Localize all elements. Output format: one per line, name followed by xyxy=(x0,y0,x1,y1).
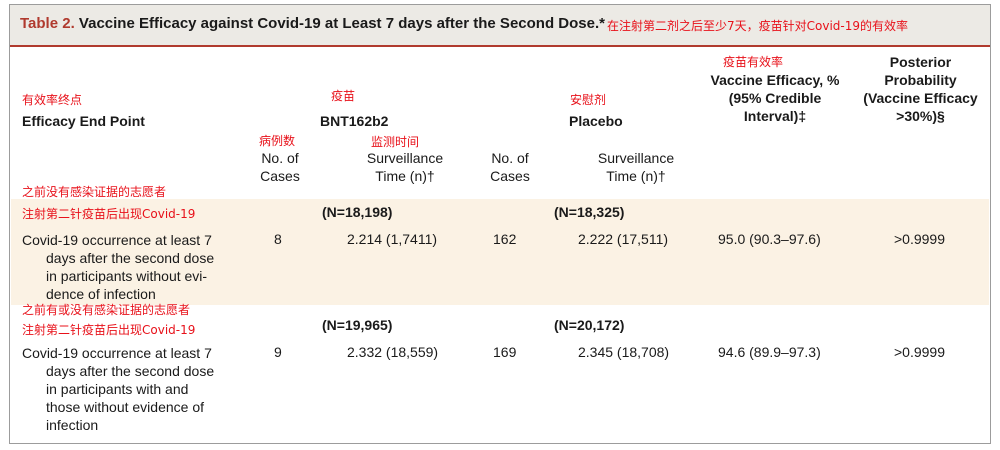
row-band-1 xyxy=(11,199,989,305)
header-placebo-cases: No. of Cases xyxy=(490,150,530,184)
efficacy-annotation: 疫苗有效率 xyxy=(723,55,784,69)
header-placebo-surveillance: Surveillance Time (n)† xyxy=(597,150,675,184)
header-placebo: Placebo xyxy=(569,113,623,129)
table-number: Table 2. xyxy=(20,15,75,32)
header-efficacy-end-point: Efficacy End Point xyxy=(22,113,145,129)
vaccine-annotation: 疫苗 xyxy=(331,89,356,103)
group1-posterior-probability: >0.9999 xyxy=(894,231,945,247)
header-vaccine-surveillance: Surveillance Time (n)† xyxy=(366,150,444,184)
group1-annotation-line2: 注射第二针疫苗后出现Covid-19 xyxy=(22,207,196,221)
group1-vaccine-n: (N=18,198) xyxy=(322,204,393,220)
group2-placebo-cases: 169 xyxy=(493,344,517,360)
group2-posterior-probability: >0.9999 xyxy=(894,344,945,360)
group2-vaccine-cases: 9 xyxy=(274,344,282,360)
group2-vaccine-surveillance: 2.332 (18,559) xyxy=(347,344,439,360)
group1-endpoint-description: Covid-19 occurrence at least 7 days afte… xyxy=(22,232,215,302)
group2-endpoint-description: Covid-19 occurrence at least 7 days afte… xyxy=(22,345,215,433)
group1-placebo-cases: 162 xyxy=(493,231,517,247)
title-annotation: 在注射第二剂之后至少7天，疫苗针对Covid-19的有效率 xyxy=(607,19,909,33)
surveillance-annotation: 监测时间 xyxy=(371,135,420,149)
group1-vaccine-surveillance: 2.214 (1,7411) xyxy=(347,231,438,247)
header-vaccine-efficacy: Vaccine Efficacy, % (95% Credible Interv… xyxy=(710,72,840,124)
endpoint-annotation: 有效率终点 xyxy=(22,93,83,107)
header-vaccine-cases: No. of Cases xyxy=(260,150,300,184)
table-frame: Table 2. Vaccine Efficacy against Covid-… xyxy=(9,4,991,444)
placebo-annotation: 安慰剂 xyxy=(570,93,607,107)
group2-placebo-n: (N=20,172) xyxy=(554,317,625,333)
group1-vaccine-efficacy: 95.0 (90.3–97.6) xyxy=(718,231,821,247)
group2-vaccine-efficacy: 94.6 (89.9–97.3) xyxy=(718,344,821,360)
group1-annotation-line1: 之前没有感染证据的志愿者 xyxy=(22,185,167,199)
table-title: Table 2. Vaccine Efficacy against Covid-… xyxy=(20,15,605,32)
header-vaccine: BNT162b2 xyxy=(320,113,389,129)
cases-annotation: 病例数 xyxy=(259,134,296,148)
group2-annotation-line2: 注射第二针疫苗后出现Covid-19 xyxy=(22,323,196,337)
group1-vaccine-cases: 8 xyxy=(274,231,282,247)
header-posterior-probability: Posterior Probability (Vaccine Efficacy … xyxy=(863,54,978,124)
group1-placebo-n: (N=18,325) xyxy=(554,204,625,220)
group1-placebo-surveillance: 2.222 (17,511) xyxy=(578,231,669,247)
table-title-bar: Table 2. Vaccine Efficacy against Covid-… xyxy=(10,5,990,47)
group2-placebo-surveillance: 2.345 (18,708) xyxy=(578,344,670,360)
group2-annotation-line1: 之前有或没有感染证据的志愿者 xyxy=(22,303,191,317)
group2-vaccine-n: (N=19,965) xyxy=(322,317,393,333)
table-title-text: Vaccine Efficacy against Covid-19 at Lea… xyxy=(78,15,605,32)
